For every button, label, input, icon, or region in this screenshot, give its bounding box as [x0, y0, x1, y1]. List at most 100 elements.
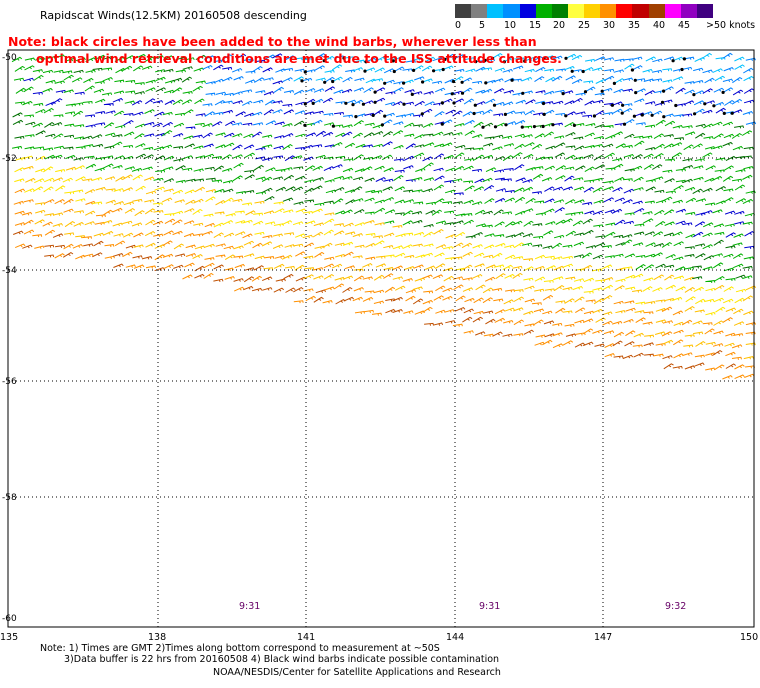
wind-barb — [24, 65, 35, 71]
wind-barb — [384, 232, 395, 237]
latitude-label: -50 — [2, 53, 17, 63]
wind-barb — [112, 141, 123, 147]
wind-barb — [332, 76, 343, 82]
wind-barb — [94, 221, 105, 226]
colorbar-label: 0 — [455, 20, 462, 31]
wind-barb — [142, 166, 153, 171]
wind-barb — [505, 121, 517, 126]
contamination-circle — [721, 90, 725, 94]
wind-barb — [282, 77, 293, 83]
wind-barb — [161, 144, 173, 149]
wind-barb — [181, 76, 193, 83]
wind-barb — [112, 222, 123, 227]
wind-barb — [215, 59, 226, 63]
wind-barb — [412, 298, 424, 305]
wind-barb — [302, 58, 313, 62]
wind-barb — [693, 331, 704, 335]
lon-label-138: 138 — [148, 632, 167, 643]
wind-barb — [632, 344, 643, 348]
colorbar-label: 10 — [504, 20, 517, 31]
wind-barb — [123, 120, 134, 126]
wind-barb — [664, 221, 675, 226]
wind-barb — [383, 178, 394, 183]
wind-barb — [285, 186, 296, 192]
wind-barb — [705, 367, 716, 371]
wind-barb — [543, 131, 555, 138]
wind-barb — [295, 208, 307, 213]
wind-barb — [182, 167, 193, 171]
wind-barb — [255, 176, 266, 181]
contamination-circle — [572, 123, 577, 127]
wind-barb — [463, 219, 474, 225]
wind-barb — [452, 132, 463, 136]
wind-barb — [405, 289, 417, 294]
wind-barb — [671, 142, 683, 147]
wind-barb — [654, 143, 665, 150]
contamination-circle — [351, 103, 355, 107]
wind-barb — [472, 134, 483, 139]
wind-barb — [571, 78, 583, 85]
wind-barb — [603, 112, 614, 116]
wind-barb — [513, 319, 524, 326]
wind-barb — [284, 55, 296, 61]
wind-barb — [713, 320, 724, 326]
wind-barb — [11, 145, 23, 150]
wind-barb — [502, 135, 513, 140]
contamination-circle — [380, 123, 384, 127]
wind-barb — [553, 276, 564, 281]
wind-barb — [163, 166, 174, 171]
wind-barb — [513, 333, 524, 337]
wind-barb — [384, 112, 395, 117]
wind-barb — [484, 244, 495, 250]
wind-barb — [495, 188, 507, 192]
wind-barb — [204, 111, 215, 117]
wind-barb — [485, 167, 497, 173]
wind-barb — [43, 186, 54, 193]
wind-barb — [45, 133, 56, 138]
wind-barb — [213, 222, 225, 228]
wind-barb — [603, 197, 615, 203]
wind-barb — [592, 254, 604, 260]
wind-barb — [684, 246, 695, 250]
wind-barb — [323, 122, 335, 126]
wind-barb — [364, 290, 375, 294]
wind-barb — [73, 69, 84, 74]
wind-barb — [95, 214, 106, 218]
wind-barb — [304, 165, 316, 172]
wind-barb — [524, 298, 536, 303]
wind-barb — [605, 231, 616, 238]
wind-barb — [225, 213, 236, 217]
wind-barb — [454, 231, 466, 238]
wind-barb — [265, 120, 277, 126]
wind-barb — [233, 278, 244, 282]
wind-barb — [23, 219, 34, 226]
wind-barb — [74, 210, 85, 214]
contamination-circle — [342, 56, 346, 60]
wind-barb — [682, 178, 693, 184]
wind-barb — [33, 102, 44, 107]
wind-barb — [324, 286, 335, 291]
wind-barb — [185, 244, 196, 249]
wind-barb — [82, 135, 93, 140]
wind-barb — [305, 132, 317, 137]
time-label: 9:31 — [479, 601, 501, 612]
contamination-circle — [331, 124, 335, 128]
wind-barb — [592, 187, 604, 193]
wind-barb — [485, 264, 497, 269]
wind-barb — [51, 122, 63, 127]
wind-barb — [531, 302, 542, 306]
wind-barb — [353, 176, 364, 181]
wind-barb — [693, 165, 704, 169]
wind-barb — [144, 56, 155, 63]
wind-barb — [203, 213, 214, 217]
wind-barb — [172, 189, 184, 195]
wind-barb — [494, 67, 506, 72]
wind-barb — [484, 276, 496, 282]
wind-barb — [344, 189, 356, 194]
contamination-circle — [510, 78, 514, 82]
wind-barb — [423, 162, 434, 169]
wind-barb — [403, 189, 414, 193]
contamination-circle — [621, 103, 625, 107]
wind-barb — [204, 166, 215, 171]
wind-barb — [722, 87, 734, 93]
